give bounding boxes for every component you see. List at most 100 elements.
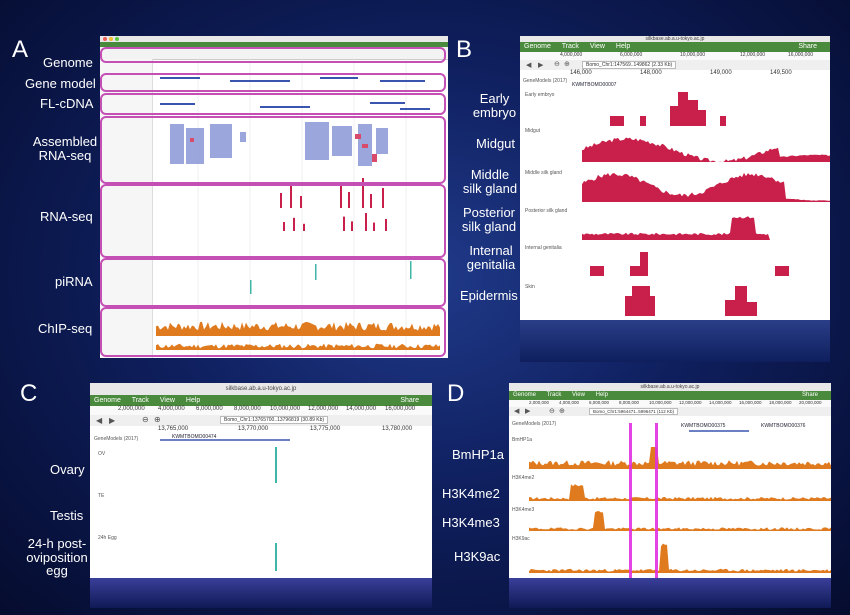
gene-id[interactable]: KWMTBOMO00375	[681, 423, 726, 429]
zoom-in-icon[interactable]: ⊕	[564, 61, 570, 68]
label-genome: Genome	[43, 55, 93, 70]
track-name[interactable]: Posterior silk gland	[525, 208, 568, 214]
share-button[interactable]: Share	[400, 397, 419, 404]
rnaseq-block	[720, 116, 726, 126]
minimize-icon[interactable]	[109, 37, 113, 41]
zoom-in-icon[interactable]: ⊕	[559, 408, 565, 415]
coarse-tick: 14,000,000	[346, 406, 377, 412]
track-name[interactable]: H3K4me3	[512, 507, 535, 513]
coarse-tick: 2,000,000	[529, 400, 550, 405]
forward-arrow-icon[interactable]: ▶	[538, 62, 544, 69]
panel-a-toolbar[interactable]	[100, 47, 448, 60]
menu-genome[interactable]: Genome	[94, 397, 121, 404]
panel-c-titlebar: silkbase.ab.a.u-tokyo.ac.jp	[90, 383, 432, 395]
menu-help[interactable]: Help	[185, 397, 201, 404]
panel-b-nav-toolbar[interactable]: ◀ ▶ ⊖ ⊕ Bomo_Chr1:147569..149862 (2.33 K…	[520, 60, 830, 70]
panel-c-nav-toolbar[interactable]: ◀ ▶ ⊖ ⊕ Bomo_Chr1:13765700..13796819 (30…	[90, 415, 432, 426]
panel-b-fine-ruler: 146,000 148,000 149,000 149,500	[520, 70, 830, 77]
coarse-tick: 10,000,000	[270, 406, 301, 412]
gene-id[interactable]: KWMTBOMO00007	[572, 82, 617, 88]
share-button[interactable]: Share	[798, 43, 817, 50]
panel-a-tracks-svg	[160, 59, 430, 358]
rnaseq-bar	[385, 219, 387, 231]
share-button[interactable]: Share	[801, 392, 818, 398]
rnaseq-block	[688, 100, 698, 126]
frame-fl-cdna	[100, 93, 446, 115]
panel-d-menubar: Genome Track View Help Share	[509, 391, 831, 400]
panel-a-rnaseq-svg	[156, 178, 440, 350]
track-name[interactable]: 24h Egg	[98, 535, 117, 541]
rnaseq-block	[670, 106, 678, 126]
rnaseq-block	[678, 92, 688, 126]
gene-id[interactable]: KWMTBOMO00376	[761, 423, 806, 429]
menu-track[interactable]: Track	[546, 392, 562, 398]
menu-view[interactable]: View	[589, 43, 605, 50]
menu-track[interactable]: Track	[561, 43, 579, 50]
coarse-tick: 16,000,000	[788, 52, 814, 58]
track-name[interactable]: Skin	[525, 284, 535, 290]
track-name[interactable]: Early embryo	[525, 92, 555, 98]
panel-a-menubar[interactable]	[100, 42, 448, 47]
menu-view[interactable]: View	[159, 397, 175, 404]
panel-c-coarse-ruler: 2,000,000 4,000,000 6,000,000 8,000,000 …	[90, 406, 432, 415]
track-name[interactable]: BmHP1a	[512, 437, 533, 443]
label-rnaseq: RNA-seq	[40, 209, 93, 224]
panel-b-coarse-ruler: 4,000,000 6,000,000 10,000,000 12,000,00…	[520, 52, 830, 60]
rnaseq-bar	[365, 213, 367, 231]
menu-view[interactable]: View	[572, 392, 585, 398]
frame-assembled-rnaseq	[100, 116, 446, 184]
track-name[interactable]: H3K4me2	[512, 475, 535, 481]
back-arrow-icon[interactable]: ◀	[96, 416, 103, 425]
coarse-tick: 16,000,000	[385, 406, 416, 412]
panel-b-browser-window: silkbase.ab.a.u-tokyo.ac.jp Genome Track…	[520, 36, 830, 320]
gene-track-name[interactable]: GeneModels (2017)	[512, 421, 557, 427]
menu-genome[interactable]: Genome	[524, 43, 551, 50]
back-arrow-icon[interactable]: ◀	[526, 62, 532, 69]
panel-b-url[interactable]: silkbase.ab.a.u-tokyo.ac.jp	[645, 36, 705, 42]
gene-track-name[interactable]: GeneModels (2017)	[523, 78, 568, 84]
track-name[interactable]: Internal genitalia	[525, 245, 562, 251]
back-arrow-icon[interactable]: ◀	[514, 408, 520, 415]
zoom-in-icon[interactable]: ⊕	[154, 415, 161, 424]
track-name[interactable]: TE	[98, 493, 105, 499]
close-icon[interactable]	[103, 37, 107, 41]
rnaseq-block	[698, 110, 706, 126]
location-field[interactable]: Bomo_Chr1:147569..149862 (2.33 Kb)	[582, 61, 677, 69]
track-name[interactable]: Midgut	[525, 128, 541, 134]
track-name[interactable]: OV	[98, 451, 106, 457]
coarse-tick: 20,000,000	[799, 400, 822, 405]
frame-pirna	[100, 258, 446, 307]
label-middle-silk-gland: Middle silk gland	[462, 167, 518, 196]
location-field[interactable]: Bomo_Chr1:5964471..5996471 (112 Kb)	[589, 408, 678, 415]
track-name[interactable]: H3K9ac	[512, 536, 530, 542]
gene-id[interactable]: KWMTBOMO00474	[172, 434, 217, 440]
panel-d-url[interactable]: silkbase.ab.a.u-tokyo.ac.jp	[640, 384, 700, 390]
rnaseq-bar	[300, 196, 302, 208]
forward-arrow-icon[interactable]: ▶	[109, 416, 116, 425]
zoom-out-icon[interactable]: ⊖	[549, 408, 555, 415]
posterior-silk-gland-signal	[582, 216, 830, 240]
track-name[interactable]: Middle silk gland	[525, 170, 562, 176]
menu-help[interactable]: Help	[595, 392, 608, 398]
location-field[interactable]: Bomo_Chr1:13765700..13796819 (30.89 Kb)	[220, 416, 329, 424]
rnaseq-bar	[370, 194, 372, 208]
panel-c-url[interactable]: silkbase.ab.a.u-tokyo.ac.jp	[225, 386, 297, 392]
panel-d-tracks-svg	[529, 423, 831, 578]
rnaseq-bar	[362, 178, 364, 208]
menu-help[interactable]: Help	[615, 43, 631, 50]
coarse-tick: 16,000,000	[739, 400, 762, 405]
panel-d-reflection	[509, 578, 831, 608]
gene-track-name[interactable]: GeneModels (2017)	[94, 436, 139, 442]
h3k4me2-signal	[529, 484, 831, 501]
maximize-icon[interactable]	[115, 37, 119, 41]
menu-track[interactable]: Track	[131, 397, 149, 404]
panel-d-nav-toolbar[interactable]: ◀ ▶ ⊖ ⊕ Bomo_Chr1:5964471..5996471 (112 …	[509, 407, 831, 416]
window-titlebar	[100, 36, 448, 42]
menu-genome[interactable]: Genome	[513, 392, 537, 398]
zoom-out-icon[interactable]: ⊖	[142, 415, 149, 424]
rnaseq-bar	[280, 193, 282, 208]
zoom-out-icon[interactable]: ⊖	[554, 61, 560, 68]
forward-arrow-icon[interactable]: ▶	[525, 408, 531, 415]
label-h3k9ac: H3K9ac	[454, 549, 501, 564]
coarse-tick: 4,000,000	[559, 400, 580, 405]
